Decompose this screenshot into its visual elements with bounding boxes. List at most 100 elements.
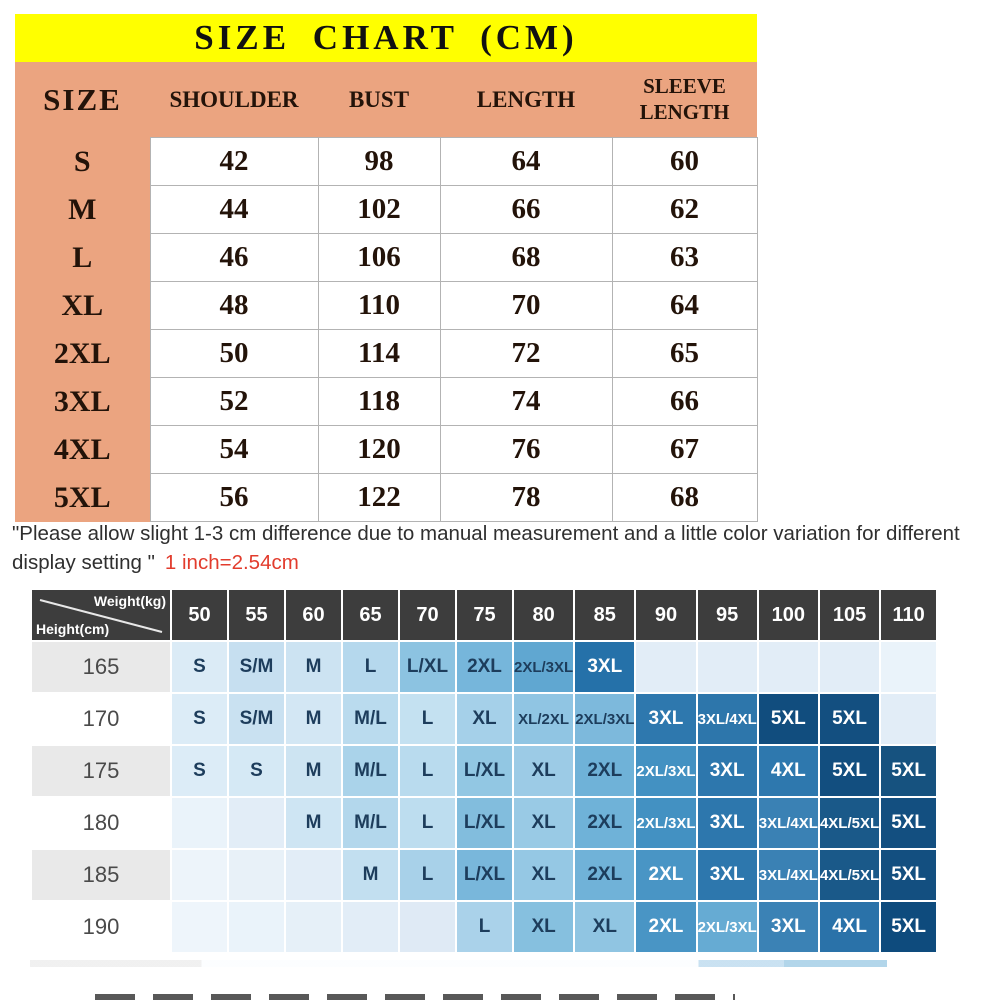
size-cell: 114 [317,329,441,378]
matrix-size-cell: S [172,642,227,692]
height-weight-size-matrix: Weight(kg) Height(cm) 50 55 60 65 70 75 80 85 90… [30,588,939,954]
diagonal-divider-line [39,599,163,633]
size-row-label: 5XL [15,473,150,522]
matrix-empty-cell [343,902,398,952]
weight-header: 60 [286,590,341,640]
weight-header: 55 [229,590,284,640]
matrix-empty-cell [400,902,455,952]
size-table-row: M 44 102 66 62 [15,185,758,234]
matrix-size-cell: 3XL [697,746,757,796]
matrix-size-cell: 3XL/4XL [758,798,818,848]
size-cell: 98 [317,137,441,186]
size-col-header: BUST [318,62,440,138]
matrix-empty-cell [881,694,937,744]
size-cell: 68 [439,233,613,282]
size-cell: 50 [149,329,319,378]
matrix-size-cell: L [400,850,455,900]
weight-header: 85 [575,590,635,640]
matrix-size-cell: 2XL [575,850,635,900]
matrix-bottom-edge-strip [30,960,887,967]
matrix-empty-cell [697,642,757,692]
inch-conversion-text: 1 inch=2.54cm [164,550,299,574]
size-measurement-table: SIZE SHOULDER BUST LENGTH SLEEVE LENGTH S 42 9… [15,62,758,522]
size-cell: 62 [611,185,758,234]
matrix-size-cell: M [286,746,341,796]
size-cell: 110 [317,281,441,330]
matrix-size-cell: 5XL [819,746,880,796]
height-label: 175 [32,746,170,796]
size-cell: 52 [149,377,319,426]
matrix-size-cell: M [343,850,398,900]
size-cell: 66 [439,185,613,234]
matrix-header-row: Weight(kg) Height(cm) 50 55 60 65 70 75 80 85 90… [32,590,937,640]
height-label: 170 [32,694,170,744]
weight-header: 90 [636,590,696,640]
size-cell: 67 [611,425,758,474]
size-cell: 106 [317,233,441,282]
size-chart-title-banner: SIZE CHART (CM) [15,14,757,62]
height-label: 180 [32,798,170,848]
size-col-header: LENGTH [440,62,612,138]
matrix-row: 190 L XL XL 2XL 2XL/3XL 3XL 4XL 5XL [32,902,937,952]
matrix-size-cell: 3XL [697,850,757,900]
size-cell: 64 [439,137,613,186]
matrix-size-cell: 2XL/3XL [697,902,757,952]
weight-header: 50 [172,590,227,640]
size-cell: 66 [611,377,758,426]
matrix-row: 170 S S/M M M/L L XL XL/2XL 2XL/3XL 3XL 3XL/4XL 5XL… [32,694,937,744]
size-cell: 60 [611,137,758,186]
matrix-size-cell: 2XL/3XL [636,746,696,796]
matrix-size-cell: XL [514,798,574,848]
matrix-size-cell: M [286,694,341,744]
size-table-header-row: SIZE SHOULDER BUST LENGTH SLEEVE LENGTH [15,62,757,138]
matrix-size-cell: M/L [343,694,398,744]
size-col-header: SHOULDER [150,62,318,138]
matrix-size-cell: L [343,642,398,692]
size-table-row: 3XL 52 118 74 66 [15,377,758,426]
matrix-size-cell: M [286,642,341,692]
matrix-size-cell: 5XL [881,902,937,952]
height-axis-label: Height(cm) [36,621,110,637]
size-table-row: 2XL 50 114 72 65 [15,329,758,378]
size-col-header: SIZE [15,62,150,138]
size-cell: 102 [317,185,441,234]
size-row-label: L [15,233,150,282]
matrix-size-cell: M [286,798,341,848]
matrix-size-cell: 2XL [636,850,696,900]
size-cell: 118 [317,377,441,426]
size-cell: 54 [149,425,319,474]
matrix-size-cell: L [400,798,455,848]
matrix-row: 180 M M/L L L/XL XL 2XL 2XL/3XL 3XL 3XL/4XL 4XL/5X… [32,798,937,848]
matrix-size-cell: 3XL [758,902,818,952]
matrix-size-cell: L [400,694,455,744]
size-table-row: 4XL 54 120 76 67 [15,425,758,474]
weight-header: 110 [881,590,937,640]
size-cell: 76 [439,425,613,474]
size-cell: 78 [439,473,613,522]
matrix-empty-cell [172,902,227,952]
weight-header: 80 [514,590,574,640]
size-row-label: 2XL [15,329,150,378]
matrix-size-cell: S [229,746,284,796]
matrix-size-cell: 2XL/3XL [636,798,696,848]
matrix-size-cell: 5XL [881,798,937,848]
weight-header: 100 [758,590,818,640]
matrix-empty-cell [636,642,696,692]
size-cell: 68 [611,473,758,522]
matrix-row: 165 S S/M M L L/XL 2XL 2XL/3XL 3XL [32,642,937,692]
size-cell: 48 [149,281,319,330]
weight-header: 75 [457,590,512,640]
matrix-size-cell: 5XL [881,746,937,796]
size-table-row: S 42 98 64 60 [15,137,758,186]
size-cell: 122 [317,473,441,522]
matrix-size-cell: M/L [343,798,398,848]
matrix-size-cell: 2XL [636,902,696,952]
size-cell: 42 [149,137,319,186]
matrix-size-cell: XL/2XL [514,694,574,744]
height-label: 185 [32,850,170,900]
matrix-size-cell: 4XL/5XL [819,798,880,848]
matrix-size-cell: S [172,746,227,796]
size-cell: 56 [149,473,319,522]
matrix-size-cell: S/M [229,642,284,692]
matrix-size-cell: 3XL [697,798,757,848]
